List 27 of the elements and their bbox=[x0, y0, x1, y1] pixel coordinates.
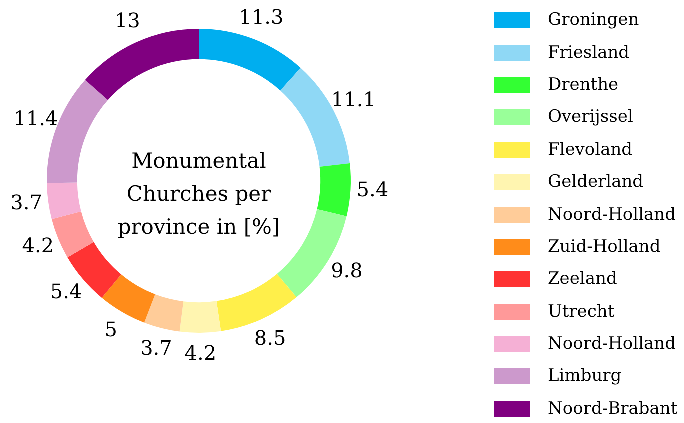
data-label: 11.3 bbox=[239, 4, 284, 29]
data-label: 4.2 bbox=[22, 234, 54, 258]
legend-label: Limburg bbox=[548, 366, 622, 386]
legend-label: Gelderland bbox=[548, 172, 644, 192]
legend-label: Overijssel bbox=[548, 107, 634, 128]
text: Monumental Churches per province in [%] bbox=[116, 148, 282, 241]
legend-label: Zeeland bbox=[548, 269, 618, 290]
legend-label: Drenthe bbox=[548, 74, 619, 95]
legend-label: Groningen bbox=[548, 10, 640, 30]
legend-label: Noord-Holland bbox=[548, 204, 676, 225]
data-label: 11.4 bbox=[14, 106, 58, 131]
legend-label: Utrecht bbox=[548, 302, 615, 322]
data-label: 13 bbox=[114, 8, 140, 32]
data-label: 9.8 bbox=[331, 258, 363, 283]
data-label: 11.1 bbox=[331, 87, 376, 112]
legend-label: Noord-Holland bbox=[548, 334, 676, 354]
legend-label: Friesland bbox=[548, 42, 630, 63]
data-label: 5.4 bbox=[356, 178, 389, 202]
data-label: 5 bbox=[104, 317, 118, 342]
legend-label: Flevoland bbox=[548, 140, 633, 160]
data-label: 4.2 bbox=[184, 341, 217, 366]
legend-label: Zuid-Holland bbox=[548, 236, 661, 257]
data-label: 3.7 bbox=[140, 336, 172, 360]
data-label: 8.5 bbox=[254, 326, 286, 350]
legend-label: Noord-Brabant bbox=[548, 398, 678, 419]
data-label: 3.7 bbox=[10, 190, 42, 215]
data-label: 5.4 bbox=[50, 280, 82, 304]
